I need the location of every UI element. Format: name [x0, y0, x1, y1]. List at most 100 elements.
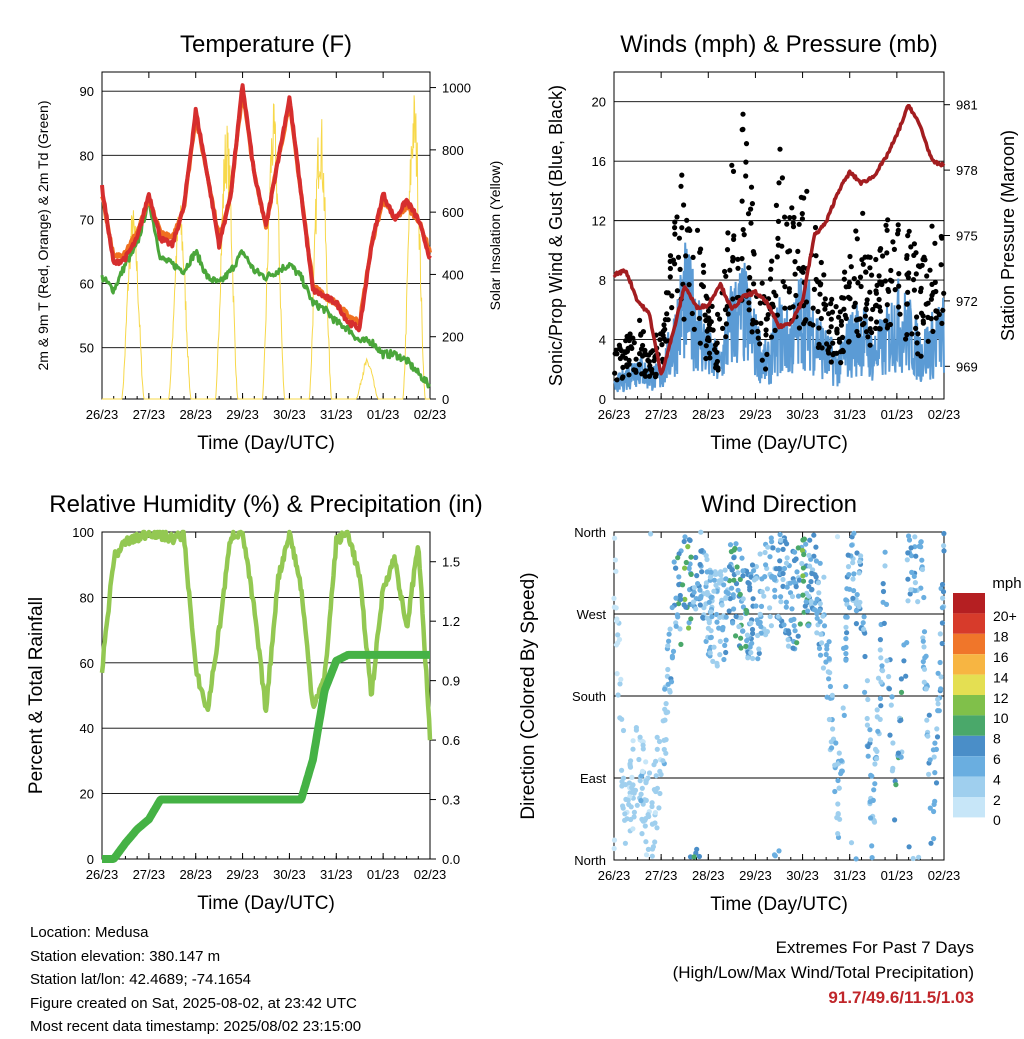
direction-point	[886, 686, 893, 692]
direction-point	[676, 582, 682, 588]
colorbar-label: 6	[993, 751, 1001, 767]
colorbar-swatch	[953, 695, 985, 716]
direction-point	[843, 636, 849, 642]
direction-point	[723, 637, 729, 643]
gust-point	[860, 210, 866, 216]
direction-point	[800, 592, 806, 598]
direction-point	[778, 594, 784, 600]
direction-point	[648, 531, 654, 537]
gust-point	[674, 288, 681, 294]
gust-point	[889, 278, 895, 284]
direction-point	[869, 855, 875, 861]
direction-point	[816, 645, 823, 652]
direction-point	[682, 565, 688, 571]
direction-point	[809, 586, 815, 593]
direction-point	[745, 655, 751, 661]
direction-point	[674, 612, 680, 618]
x-axis-label: Time (Day/UTC)	[197, 893, 335, 914]
direction-point	[761, 593, 767, 599]
direction-point	[814, 596, 820, 602]
direction-point	[800, 573, 806, 579]
direction-point	[640, 742, 646, 748]
gust-point	[720, 325, 726, 331]
gust-point	[730, 296, 736, 302]
gust-point	[776, 180, 782, 186]
y-tick-label: 8	[599, 273, 606, 288]
gust-point	[674, 214, 680, 220]
direction-point	[905, 598, 911, 604]
gust-point	[638, 332, 644, 338]
direction-point	[928, 840, 934, 846]
gust-point	[676, 235, 683, 241]
gust-point	[652, 374, 659, 380]
direction-point	[906, 533, 912, 539]
gust-point	[851, 304, 857, 310]
direction-point	[871, 819, 878, 825]
direction-point	[726, 608, 732, 614]
gust-point	[914, 314, 920, 320]
direction-point	[653, 773, 659, 779]
direction-point	[792, 549, 798, 555]
direction-point	[827, 683, 834, 690]
direction-point	[907, 591, 913, 597]
direction-point	[932, 770, 938, 776]
gust-point	[927, 267, 933, 273]
direction-point	[941, 530, 947, 537]
direction-point	[939, 605, 946, 611]
direction-point	[618, 676, 624, 683]
direction-point	[615, 692, 621, 698]
gust-point	[757, 300, 763, 306]
wind-speed-line	[613, 242, 945, 393]
gust-point	[672, 219, 678, 225]
direction-point	[665, 709, 671, 715]
gust-point	[793, 292, 799, 299]
gust-point	[746, 307, 752, 313]
gust-point	[722, 307, 729, 313]
direction-point	[878, 655, 884, 661]
gust-point	[865, 254, 871, 260]
direction-point	[824, 694, 830, 700]
direction-point	[631, 790, 637, 796]
direction-point	[639, 785, 645, 791]
gust-point	[911, 252, 917, 258]
direction-point	[874, 707, 880, 713]
direction-point	[844, 586, 850, 592]
direction-point	[789, 593, 796, 600]
direction-point	[732, 545, 738, 552]
gust-point	[703, 343, 709, 349]
direction-point	[657, 790, 663, 797]
gust-point	[905, 233, 911, 239]
gust-point	[700, 283, 707, 290]
direction-point	[697, 602, 703, 608]
gust-point	[911, 287, 918, 293]
gust-point	[631, 340, 637, 346]
gust-point	[672, 231, 678, 237]
direction-point	[710, 658, 716, 665]
humidity-precip-panel: Relative Humidity (%) & Precipitation (i…	[26, 491, 483, 914]
direction-point	[625, 797, 631, 803]
gust-point	[836, 339, 843, 345]
gust-point	[637, 317, 643, 323]
direction-point	[755, 632, 761, 639]
gust-point	[799, 211, 805, 217]
direction-point	[838, 758, 845, 764]
direction-point	[864, 722, 871, 728]
x-tick-label: 30/23	[273, 867, 306, 882]
direction-point	[620, 775, 627, 781]
direction-point	[722, 642, 728, 649]
gust-point	[828, 316, 834, 322]
direction-point	[938, 686, 944, 692]
x-tick-label: 01/23	[367, 407, 400, 422]
gust-point	[924, 273, 930, 279]
gust-point	[854, 236, 860, 242]
direction-point	[666, 638, 672, 644]
gust-point	[925, 300, 931, 306]
x-tick-label: 29/23	[739, 868, 772, 883]
direction-point	[757, 551, 763, 557]
direction-point	[795, 593, 802, 599]
direction-point	[926, 771, 932, 777]
x-tick-label: 29/23	[739, 407, 772, 422]
direction-point	[671, 559, 677, 565]
direction-point	[904, 557, 910, 563]
gust-point	[662, 326, 668, 332]
